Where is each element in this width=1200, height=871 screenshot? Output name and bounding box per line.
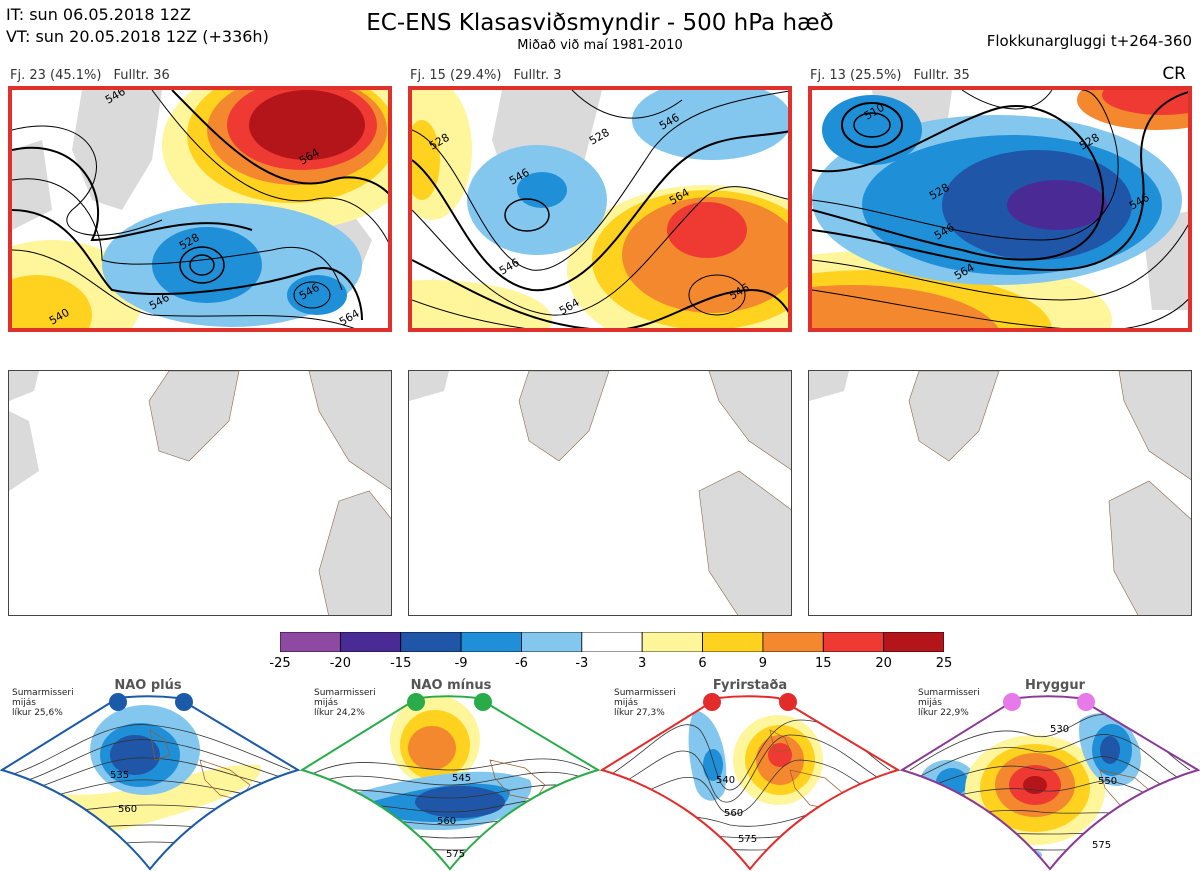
cluster-label: Fj. 13 (25.5%) [810, 68, 902, 83]
colorbar-swatch [883, 632, 944, 652]
colorbar-swatch [702, 632, 764, 652]
representative-label: Fulltr. 3 [513, 68, 562, 83]
initial-time: IT: sun 06.05.2018 12Z [6, 5, 191, 24]
season-label: Sumarmisseri [12, 688, 74, 698]
regime-title-nao-minus: NAO mínus [410, 678, 492, 693]
probability-label: líkur 27,3% [614, 708, 665, 718]
season-sub: mijás [614, 698, 638, 708]
colorbar-swatch [460, 632, 522, 652]
page-title: EC-ENS Klasasviðsmyndir - 500 hPa hæð [366, 10, 834, 36]
land-outline-1 [9, 371, 391, 615]
base-map-3 [808, 370, 1192, 616]
regime-title-nao-plus: NAO plús [114, 678, 182, 693]
regime-contour-label: 575 [1092, 840, 1111, 851]
regime-contour-label: 540 [716, 775, 735, 786]
season-sub: mijás [918, 698, 942, 708]
colorbar-tick-label: -6 [514, 656, 528, 671]
regime-caption-1: Sumarmisseri mijás líkur 25,6% [12, 688, 74, 718]
colorbar-tick-label: 9 [758, 656, 768, 671]
cluster-map-3[interactable]: 510 528 546 564 528 546 [808, 86, 1192, 332]
regime-contour-label: 560 [724, 808, 743, 819]
colorbar-tick-label: -25 [269, 656, 291, 671]
panel-caption-2: Fj. 15 (29.4%) Fulltr. 3 [410, 68, 574, 83]
representative-label: Fulltr. 36 [113, 68, 170, 83]
regime-map-blocking: 540 560 575 [600, 693, 900, 871]
season-label: Sumarmisseri [918, 688, 980, 698]
season-sub: mijás [12, 698, 36, 708]
season-label: Sumarmisseri [314, 688, 376, 698]
probability-label: líkur 22,9% [918, 708, 969, 718]
colorbar-swatch [822, 632, 885, 652]
colorbar-swatch [400, 632, 462, 652]
regime-contour-label: 560 [118, 804, 137, 815]
panel-caption-3: Fj. 13 (25.5%) Fulltr. 35 [810, 68, 982, 83]
colorbar-tick-label: 20 [875, 656, 892, 671]
valid-time: VT: sun 20.05.2018 12Z (+336h) [6, 27, 269, 46]
colorbar-swatch [581, 632, 643, 652]
regime-caption-2: Sumarmisseri mijás líkur 24,2% [314, 688, 376, 718]
colorbar-tick-label: -15 [390, 656, 412, 671]
colorbar-swatch [280, 632, 341, 652]
anomaly-colorbar [280, 632, 944, 652]
classification-window: Flokkunargluggi t+264-360 [986, 32, 1192, 50]
cluster-label: Fj. 23 (45.1%) [10, 68, 102, 83]
land-outline-2 [409, 371, 791, 615]
colorbar-tick-label: 6 [698, 656, 707, 671]
representative-label: Fulltr. 35 [913, 68, 970, 83]
regime-map-ridge: 530 550 575 [900, 693, 1200, 871]
season-label: Sumarmisseri [614, 688, 676, 698]
base-map-2 [408, 370, 792, 616]
land-outline-3 [809, 371, 1191, 615]
regime-caption-4: Sumarmisseri mijás líkur 22,9% [918, 688, 980, 718]
regime-contour-label: 560 [437, 816, 456, 827]
panel-caption-1: Fj. 23 (45.1%) Fulltr. 36 [10, 68, 182, 83]
colorbar-swatch [339, 632, 402, 652]
cr-label: CR [1162, 64, 1186, 84]
cluster-label: Fj. 15 (29.4%) [410, 68, 502, 83]
colorbar-tick-label: -20 [329, 656, 351, 671]
colorbar-tick-label: 3 [638, 656, 647, 671]
probability-label: líkur 24,2% [314, 708, 365, 718]
regime-map-nao-minus: 545 560 575 [300, 693, 600, 871]
colorbar-swatch [521, 632, 583, 652]
regime-contour-label: 575 [446, 849, 465, 860]
colorbar-tick-label: -9 [454, 656, 468, 671]
probability-label: líkur 25,6% [12, 708, 63, 718]
colorbar-swatch [762, 632, 824, 652]
regime-contour-label: 550 [1098, 776, 1117, 787]
colorbar-tick-label: -3 [575, 656, 589, 671]
colorbar-tick-label: 25 [935, 656, 953, 671]
page-subtitle: Miðað við maí 1981-2010 [517, 38, 683, 53]
regime-caption-3: Sumarmisseri mijás líkur 27,3% [614, 688, 676, 718]
regime-contour-label: 545 [452, 773, 471, 784]
regime-contour-label: 535 [110, 770, 129, 781]
regime-contour-label: 530 [1050, 724, 1069, 735]
colorbar-tick-label: 15 [814, 656, 832, 671]
cluster-map-1[interactable]: 546 564 528 546 546 564 540 [8, 86, 392, 332]
regime-contour-label: 575 [738, 834, 757, 845]
regime-title-blocking: Fyrirstaða [712, 678, 788, 693]
colorbar-swatch [641, 632, 703, 652]
season-sub: mijás [314, 698, 338, 708]
regime-map-nao-plus: 535 560 [0, 693, 300, 871]
base-map-1 [8, 370, 392, 616]
cluster-map-2[interactable]: 528 546 528 546 564 546 564 546 [408, 86, 792, 332]
regime-title-ridge: Hryggur [1024, 678, 1086, 693]
